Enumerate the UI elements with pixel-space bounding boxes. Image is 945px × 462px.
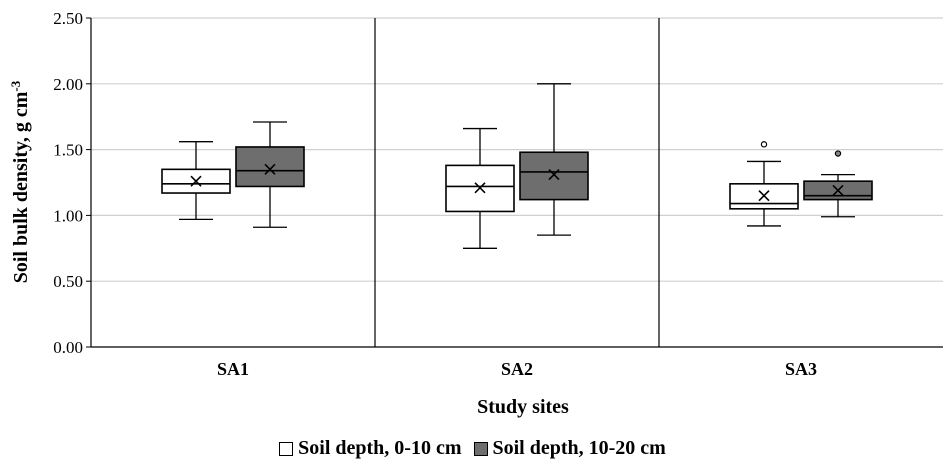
mean-marker-sa1-s2 xyxy=(264,163,276,175)
gridlines xyxy=(91,17,943,282)
legend-label-0-10cm: Soil depth, 0-10 cm xyxy=(298,437,462,459)
box-sa1-s1 xyxy=(161,141,231,220)
category-label-sa3: SA3 xyxy=(785,359,817,379)
y-tick-label-2.50: 2.50 xyxy=(53,9,83,28)
y-tick-label-1.00: 1.00 xyxy=(53,206,83,225)
y-tick-label-2.00: 2.00 xyxy=(53,75,83,94)
mean-marker-sa1-s1 xyxy=(190,175,202,187)
x-axis-categories: SA1 SA2 SA3 xyxy=(217,359,817,379)
y-tick-label-0.50: 0.50 xyxy=(53,272,83,291)
box-sa2-s1 xyxy=(445,127,515,249)
plot-frame xyxy=(90,18,943,348)
outlier-sa3-s1-0 xyxy=(760,141,768,148)
y-axis-title: Soil bulk density, g cm-3 xyxy=(8,80,32,283)
legend-item-0-10cm: Soil depth, 0-10 cm xyxy=(279,437,462,460)
box-plots xyxy=(161,83,873,249)
y-axis-ticks: 0.00 0.50 1.00 1.50 2.00 2.50 xyxy=(53,9,91,357)
box-sa3-s2 xyxy=(803,150,873,218)
category-label-sa2: SA2 xyxy=(501,359,533,379)
category-label-sa1: SA1 xyxy=(217,359,249,379)
box-body-sa2-s2 xyxy=(519,151,589,201)
legend-swatch-0-10cm xyxy=(279,441,294,456)
box-body-sa1-s2 xyxy=(235,146,305,188)
box-sa3-s1 xyxy=(729,141,799,227)
y-tick-label-0.00: 0.00 xyxy=(53,338,83,357)
x-axis-title: Study sites xyxy=(477,396,569,418)
legend-swatch-10-20cm xyxy=(473,441,488,456)
box-sa2-s2 xyxy=(519,83,589,236)
mean-marker-sa2-s1 xyxy=(474,182,486,194)
mean-marker-sa2-s2 xyxy=(548,169,560,181)
y-axis-title-superscript: -3 xyxy=(8,80,23,91)
mean-marker-sa3-s1 xyxy=(758,190,770,202)
outlier-sa3-s2-0 xyxy=(834,150,842,157)
legend-label-10-20cm: Soil depth, 10-20 cm xyxy=(492,437,666,459)
y-tick-label-1.50: 1.50 xyxy=(53,141,83,160)
legend-item-10-20cm: Soil depth, 10-20 cm xyxy=(473,437,666,460)
y-axis-title-text: Soil bulk density, g cm xyxy=(10,91,32,283)
box-sa1-s2 xyxy=(235,121,305,228)
mean-marker-sa3-s2 xyxy=(832,184,844,196)
legend: Soil depth, 0-10 cm Soil depth, 10-20 cm xyxy=(0,437,945,460)
